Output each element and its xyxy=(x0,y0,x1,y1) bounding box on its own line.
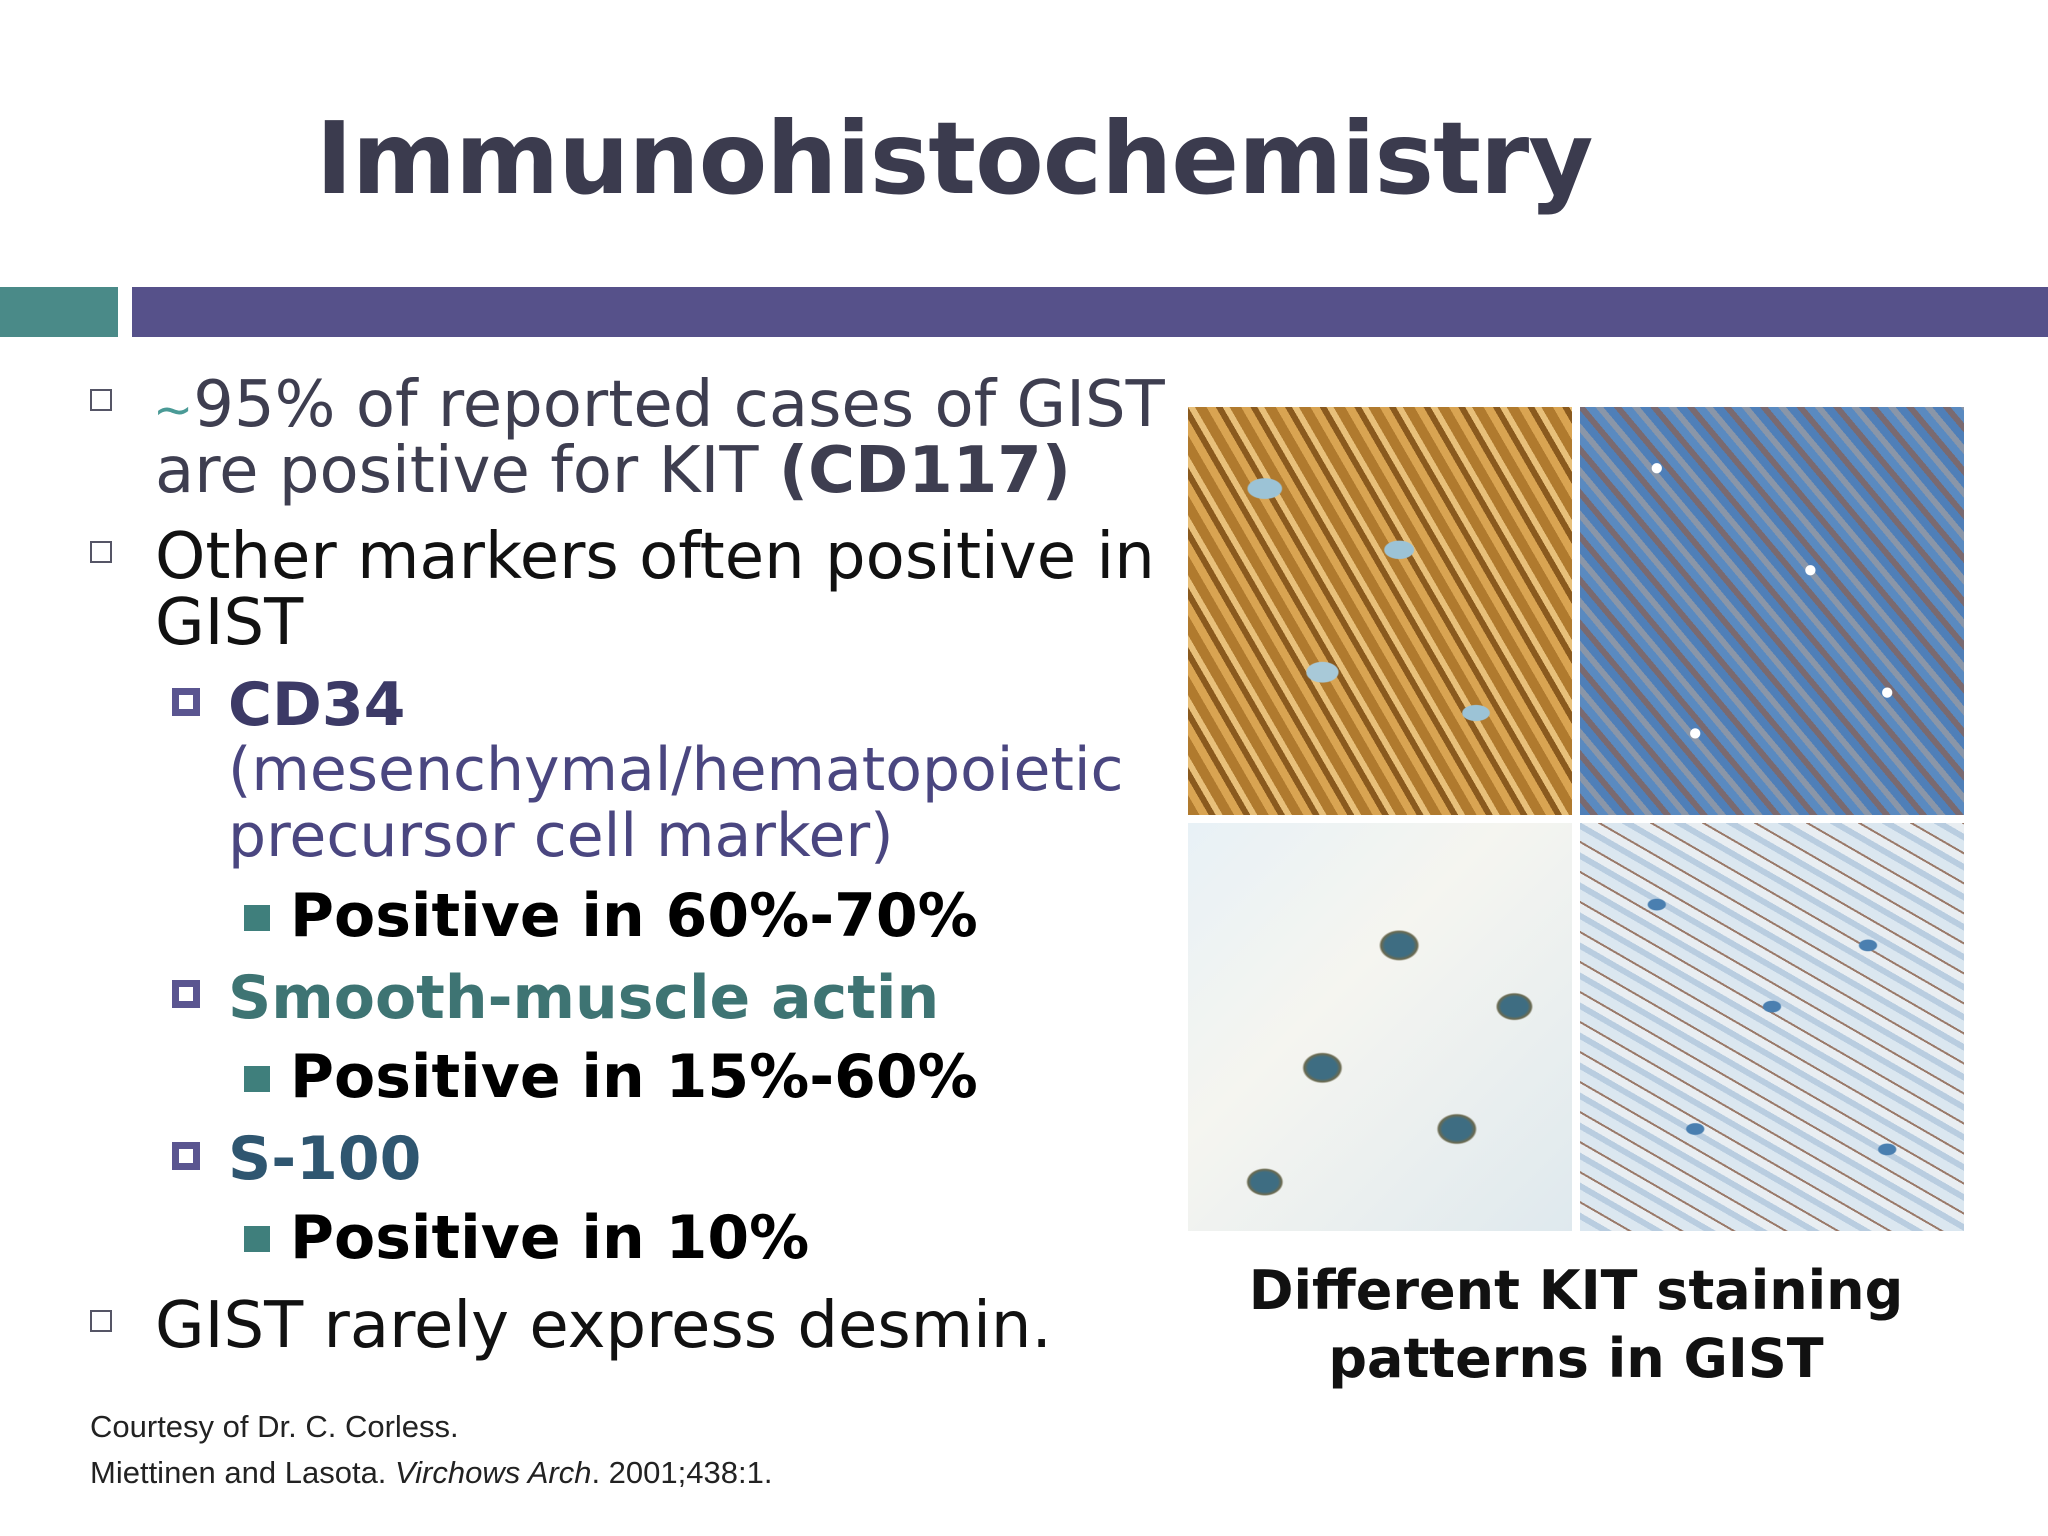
header-accent-purple-bar xyxy=(132,287,2048,337)
micrograph-panel-cytoplasmic xyxy=(1188,823,1572,1231)
filled-square-bullet-icon xyxy=(244,905,270,931)
micrograph-panel-dot-like xyxy=(1580,823,1964,1231)
tilde-symbol: ~ xyxy=(153,382,194,438)
filled-square-bullet-icon xyxy=(244,1066,270,1092)
micrograph-panel-diffuse xyxy=(1580,407,1964,815)
smooth-muscle-actin-label: Smooth-muscle actin xyxy=(228,963,940,1033)
bullet-kit-text-1: 95% of reported cases of GIST xyxy=(193,368,1165,442)
credit-line2: Miettinen and Lasota. Virchows Arch. 200… xyxy=(90,1450,772,1496)
cd34-description-line2: precursor cell marker) xyxy=(228,801,894,871)
credit-line1: Courtesy of Dr. C. Corless. xyxy=(90,1409,459,1444)
header-accent-teal-bar xyxy=(0,287,118,337)
bullet-square-icon xyxy=(90,1310,112,1332)
micrograph-panel-membranous xyxy=(1188,407,1572,815)
sub-bullet-square-icon xyxy=(172,980,200,1008)
sma-positive-rate: Positive in 15%-60% xyxy=(290,1042,978,1112)
cd34-positive-rate: Positive in 60%-70% xyxy=(290,881,978,951)
bullet-kit-line2: are positive for KIT (CD117) xyxy=(155,438,1071,504)
bullet-other-markers-line1: Other markers often positive in xyxy=(155,520,1155,594)
bullet-desmin: GIST rarely express desmin. xyxy=(155,1289,1052,1363)
cd34-label: CD34 xyxy=(228,670,406,740)
figure-caption-line2: patterns in GIST xyxy=(1328,1327,1824,1390)
bullet-kit-text-2: are positive for KIT xyxy=(155,434,779,508)
cd117-label: (CD117) xyxy=(778,434,1072,508)
slide-title: Immunohistochemistry xyxy=(0,100,2048,217)
sub-bullet-square-icon xyxy=(172,688,200,716)
cd34-description-line1: (mesenchymal/hematopoietic xyxy=(228,735,1124,805)
filled-square-bullet-icon xyxy=(244,1226,270,1252)
bullet-other-markers-line2: GIST xyxy=(155,586,304,660)
citation-authors: Miettinen and Lasota. xyxy=(90,1455,396,1490)
figure-caption-line1: Different KIT staining xyxy=(1248,1259,1904,1322)
figure-caption: Different KIT staining patterns in GIST xyxy=(1188,1257,1964,1393)
bullet-kit-line1: ~95% of reported cases of GIST xyxy=(153,372,1165,443)
citation-volume: . 2001;438:1. xyxy=(591,1455,773,1490)
citation-journal: Virchows Arch xyxy=(395,1455,592,1490)
source-credits: Courtesy of Dr. C. Corless. Miettinen an… xyxy=(90,1404,772,1496)
bullet-square-icon xyxy=(90,541,112,563)
slide-title-text: Immunohistochemistry xyxy=(315,100,1594,217)
s100-positive-rate: Positive in 10% xyxy=(290,1203,810,1273)
bullet-square-icon xyxy=(90,389,112,411)
s100-label: S-100 xyxy=(228,1124,422,1194)
kit-staining-micrograph-grid xyxy=(1188,407,1964,1233)
sub-bullet-square-icon xyxy=(172,1142,200,1170)
